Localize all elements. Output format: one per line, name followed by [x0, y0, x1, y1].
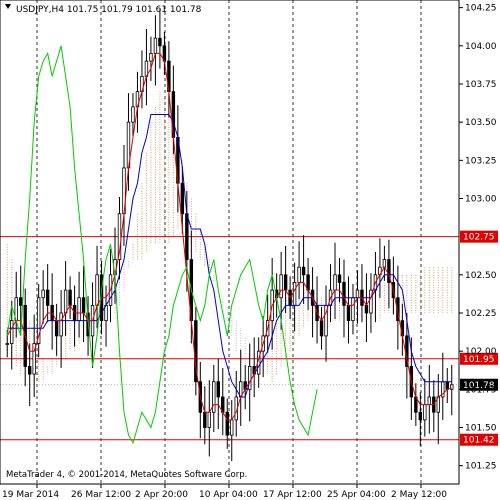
candle-body — [301, 266, 306, 276]
candle-body — [382, 259, 387, 268]
candle-body — [5, 343, 9, 345]
candle-body — [19, 297, 23, 306]
candle-body — [36, 297, 41, 344]
candle-body — [59, 312, 63, 337]
candle-body — [387, 259, 391, 283]
candle-body — [230, 419, 234, 436]
candle-body — [292, 282, 297, 306]
candle-body — [297, 266, 301, 283]
candle-body — [279, 274, 283, 299]
candle-body — [445, 381, 449, 390]
time-tick-label: 25 Apr 04:00 — [327, 490, 386, 500]
level-label-box — [460, 352, 498, 365]
candle-body — [149, 53, 153, 62]
candle-body — [180, 182, 185, 215]
time-axis: 19 Mar 2014 26 Mar 12:00 2 Apr 20:00 10 Apr… — [2, 484, 447, 500]
candle-body — [369, 289, 373, 314]
candle-body — [95, 274, 99, 306]
current-price-label: 101.78 — [463, 381, 495, 391]
candle-body — [396, 297, 400, 322]
candle-body — [153, 37, 158, 54]
collapse-triangle-icon[interactable] — [5, 4, 11, 9]
candle-body — [351, 297, 355, 322]
price-tick-label: 102.00 — [465, 347, 497, 357]
symbol-header: USDJPY,H4 101.75 101.79 101.61 101.78 — [16, 5, 202, 15]
time-tick-label: 10 Apr 04:00 — [199, 490, 258, 500]
vertical-grid — [36, 0, 422, 484]
time-tick-label: 2 Apr 20:00 — [135, 490, 188, 500]
price-tick-label: 103.25 — [465, 156, 497, 166]
candle-body — [45, 289, 50, 306]
candle-body — [319, 320, 324, 337]
candle-body — [216, 381, 220, 398]
candle-body — [450, 384, 454, 390]
candle-body — [131, 106, 135, 123]
candle-body — [41, 289, 45, 299]
price-tick-label: 101.50 — [465, 424, 497, 434]
time-tick-label: 26 Mar 12:00 — [71, 490, 131, 500]
plot-frame — [0, 0, 460, 485]
candle-body — [32, 343, 36, 375]
candle-body — [207, 411, 211, 428]
copyright-footer: MetaTrader 4, © 2001-2014, MetaQuotes So… — [6, 470, 247, 480]
price-axis: 104.25 104.00 103.75 103.50 103.25 103.00 102.… — [459, 4, 497, 472]
candle-body — [427, 396, 432, 406]
level-label: 101.42 — [463, 436, 495, 446]
time-tick-label: 2 May 12:00 — [391, 490, 447, 500]
horizontal-levels[interactable]: 102.75 101.95 101.42 101.78 — [0, 230, 498, 446]
candle-body — [81, 297, 86, 314]
price-tick-label: 101.75 — [465, 385, 497, 395]
level-label-box — [460, 230, 498, 243]
candle-body — [418, 411, 423, 421]
candle-body — [68, 289, 72, 306]
candle-body — [337, 274, 342, 283]
candle-body — [77, 297, 81, 322]
time-tick-label: 17 Apr 12:00 — [263, 490, 322, 500]
candle-body — [283, 274, 288, 291]
price-tick-label: 102.50 — [465, 271, 497, 281]
candle-body — [10, 320, 14, 344]
current-price-box — [460, 378, 498, 391]
price-tick-label: 103.50 — [465, 118, 497, 128]
candle-body — [27, 366, 32, 375]
chikou-line — [6, 45, 318, 445]
candle-body — [185, 213, 189, 260]
candle-body — [333, 274, 337, 291]
price-tick-label: 102.25 — [465, 309, 497, 319]
level-label: 102.75 — [463, 233, 495, 243]
candle-body — [54, 320, 59, 337]
candle-body — [346, 304, 351, 322]
price-tick-label: 104.00 — [465, 42, 497, 52]
tenkan-line — [6, 52, 452, 421]
candle-body — [423, 404, 427, 421]
candle-body — [248, 366, 252, 390]
time-tick-label: 19 Mar 2014 — [2, 490, 59, 500]
candlestick-series — [5, 9, 454, 462]
level-label-box — [460, 433, 498, 446]
candle-body — [342, 282, 346, 306]
candle-body — [63, 289, 68, 314]
price-tick-label: 104.25 — [465, 4, 497, 14]
price-tick-label: 103.00 — [465, 194, 497, 204]
price-tick-label: 101.25 — [465, 462, 497, 472]
indicator-lines — [6, 45, 452, 445]
candle-body — [203, 411, 207, 428]
level-label: 101.95 — [463, 355, 495, 365]
candle-body — [212, 381, 216, 413]
price-tick-label: 103.75 — [465, 80, 497, 90]
candle-body — [225, 411, 229, 436]
kijun-line — [7, 114, 452, 398]
candle-body — [355, 289, 360, 299]
candle-body — [158, 37, 162, 47]
candle-body — [364, 304, 369, 314]
candle-body — [117, 213, 122, 260]
